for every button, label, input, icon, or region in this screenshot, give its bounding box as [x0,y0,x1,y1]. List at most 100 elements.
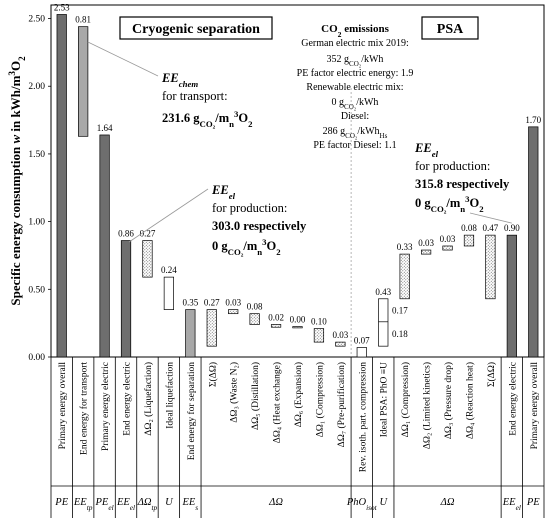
category-label: ΔΩ₅ (Distillation) [250,362,261,430]
category-label: Ideal PSA: PhO ≡U [380,362,390,437]
category-label: ΔΩ₄ (Heat exchange) [272,362,283,443]
group-label: ΔΩtp [137,497,158,512]
ee-chem-line: for transport: [162,89,228,103]
bar [249,313,260,325]
category-label: Σ(ΔΩ) [207,362,218,387]
ee-el-cryo-leader [128,188,209,243]
value-label: 0.00 [290,315,306,325]
category-label: ΔΩ₁ (Compression) [400,362,411,437]
value-label: 1.64 [97,123,113,133]
ee-chem-line: 231.6 gCO₂/mn3O2 [162,109,253,129]
co2-line: PE factor electric energy: 1.9 [297,68,414,79]
ee-el-psa-label: EEel [414,141,439,159]
psa-title-box [421,16,479,40]
value-label: 0.18 [392,329,408,339]
cryo-title: Cryogenic separation [132,22,260,37]
value-label: 0.08 [461,223,477,233]
value-labels-layer: 2.53 0.81 1.64 0.86 0.27 0.24 0.35 0.27 0.03 0.08… [54,2,542,345]
group-label: PEel [95,497,114,512]
value-label: 0.81 [75,15,91,25]
category-label: ΔΩ₄ (Reaction heat) [464,362,475,439]
category-label: Primary energy overall [58,362,68,450]
value-label: 0.03 [225,298,241,308]
value-label: 0.08 [247,302,263,312]
value-label: 0.27 [204,298,220,308]
value-label: 0.24 [161,265,177,275]
value-label: 0.07 [354,336,370,346]
ee-el-psa-line: 315.8 respectively [415,177,510,191]
group-label: EEel [116,497,135,512]
value-label: 0.90 [504,223,520,233]
bar [270,324,282,328]
y-tick-label: 0.50 [28,285,45,295]
value-label: 0.43 [375,287,391,297]
category-label: ΔΩ₃ (Waste N₂) [229,362,240,423]
ee-el-psa-leader [469,212,512,224]
value-label: 0.27 [140,229,156,239]
category-label: Ideal liquefaction [164,362,175,429]
bar [185,309,196,358]
group-label: ΔΩ [440,497,455,508]
category-label: ΔΩ₂ (Limited kinetics) [422,362,433,449]
plot-frame [50,4,545,358]
bar [163,276,174,310]
co2-title: CO2 emissions [321,23,389,39]
y-tick-label: 1.00 [28,218,45,228]
ee-el-cryo-line: for production: [212,201,287,215]
y-tick-label: 2.50 [28,15,45,25]
value-label: 0.03 [332,330,348,340]
bar [313,328,325,343]
ee-el-cryo-line: 0 gCO₂/mn3O2 [212,237,281,257]
co2-line: 0 gCO₂/kWh [332,97,379,111]
group-label: EEs [181,497,198,512]
group-label: PE [526,497,540,508]
bar [485,234,496,300]
co2-line: German electric mix 2019: [301,38,408,49]
value-label: 0.02 [268,313,284,323]
y-tick-label: 0.00 [28,353,45,363]
category-label: Rev. isoth. part. compression [358,362,368,472]
value-label: 2.53 [54,2,70,12]
group-label: U [165,497,174,508]
ee-chem-leader [87,41,159,77]
value-label: 0.03 [440,234,456,244]
bar [378,298,389,347]
bar [142,240,153,278]
group-label: PhOisot [346,497,378,512]
bar [78,26,89,137]
bar [120,240,132,358]
value-label: 1.70 [525,115,541,125]
y-tick-label: 2.00 [28,82,45,92]
bar [442,245,453,251]
category-label: End energy for transport [79,362,90,455]
value-label: 0.86 [118,229,134,239]
category-label: ΔΩ₆ (Expansion) [293,362,304,427]
ee-chem-label: EEchem [161,71,198,89]
bar [528,126,539,358]
value-label: 0.17 [392,305,408,315]
category-label: ΔΩ₁ (Compression) [314,362,325,437]
cryo-title-box [119,16,273,40]
co2-line: 352 gCO₂/kWh [327,54,384,68]
category-label: Primary energy overall [530,362,540,450]
category-label: ΔΩ₇ (Pre-purification) [336,362,347,447]
bar [463,234,475,247]
category-label: End energy for separation [186,362,197,460]
axes-layer: 0.00 0.50 1.00 1.50 2.00 2.50 Specific energy … [7,4,545,518]
y-tick-label: 1.50 [28,150,45,160]
value-label: 0.03 [418,238,434,248]
group-label: EEel [502,497,521,512]
category-label: End energy electric [123,362,133,436]
ee-el-cryo-line: 303.0 respectively [212,219,307,233]
category-groups-layer: PE EEtp PEel EEel ΔΩtp U EEs ΔΩ PhOisot U ΔΩ EEel PE [54,357,540,518]
group-label: PE [54,497,68,508]
ee-el-psa-line: 0 gCO₂/mn3O2 [415,194,484,214]
ee-el-cryo-label: EEel [211,183,236,201]
category-label: ΔΩ₂ (Liquefaction) [143,362,154,436]
co2-line: PE factor Diesel: 1.1 [313,140,396,151]
group-label: ΔΩ [268,497,283,508]
category-labels-layer: Primary energy overall End energy for tra… [58,362,540,473]
value-label: 0.10 [311,317,327,327]
bar [99,134,110,358]
